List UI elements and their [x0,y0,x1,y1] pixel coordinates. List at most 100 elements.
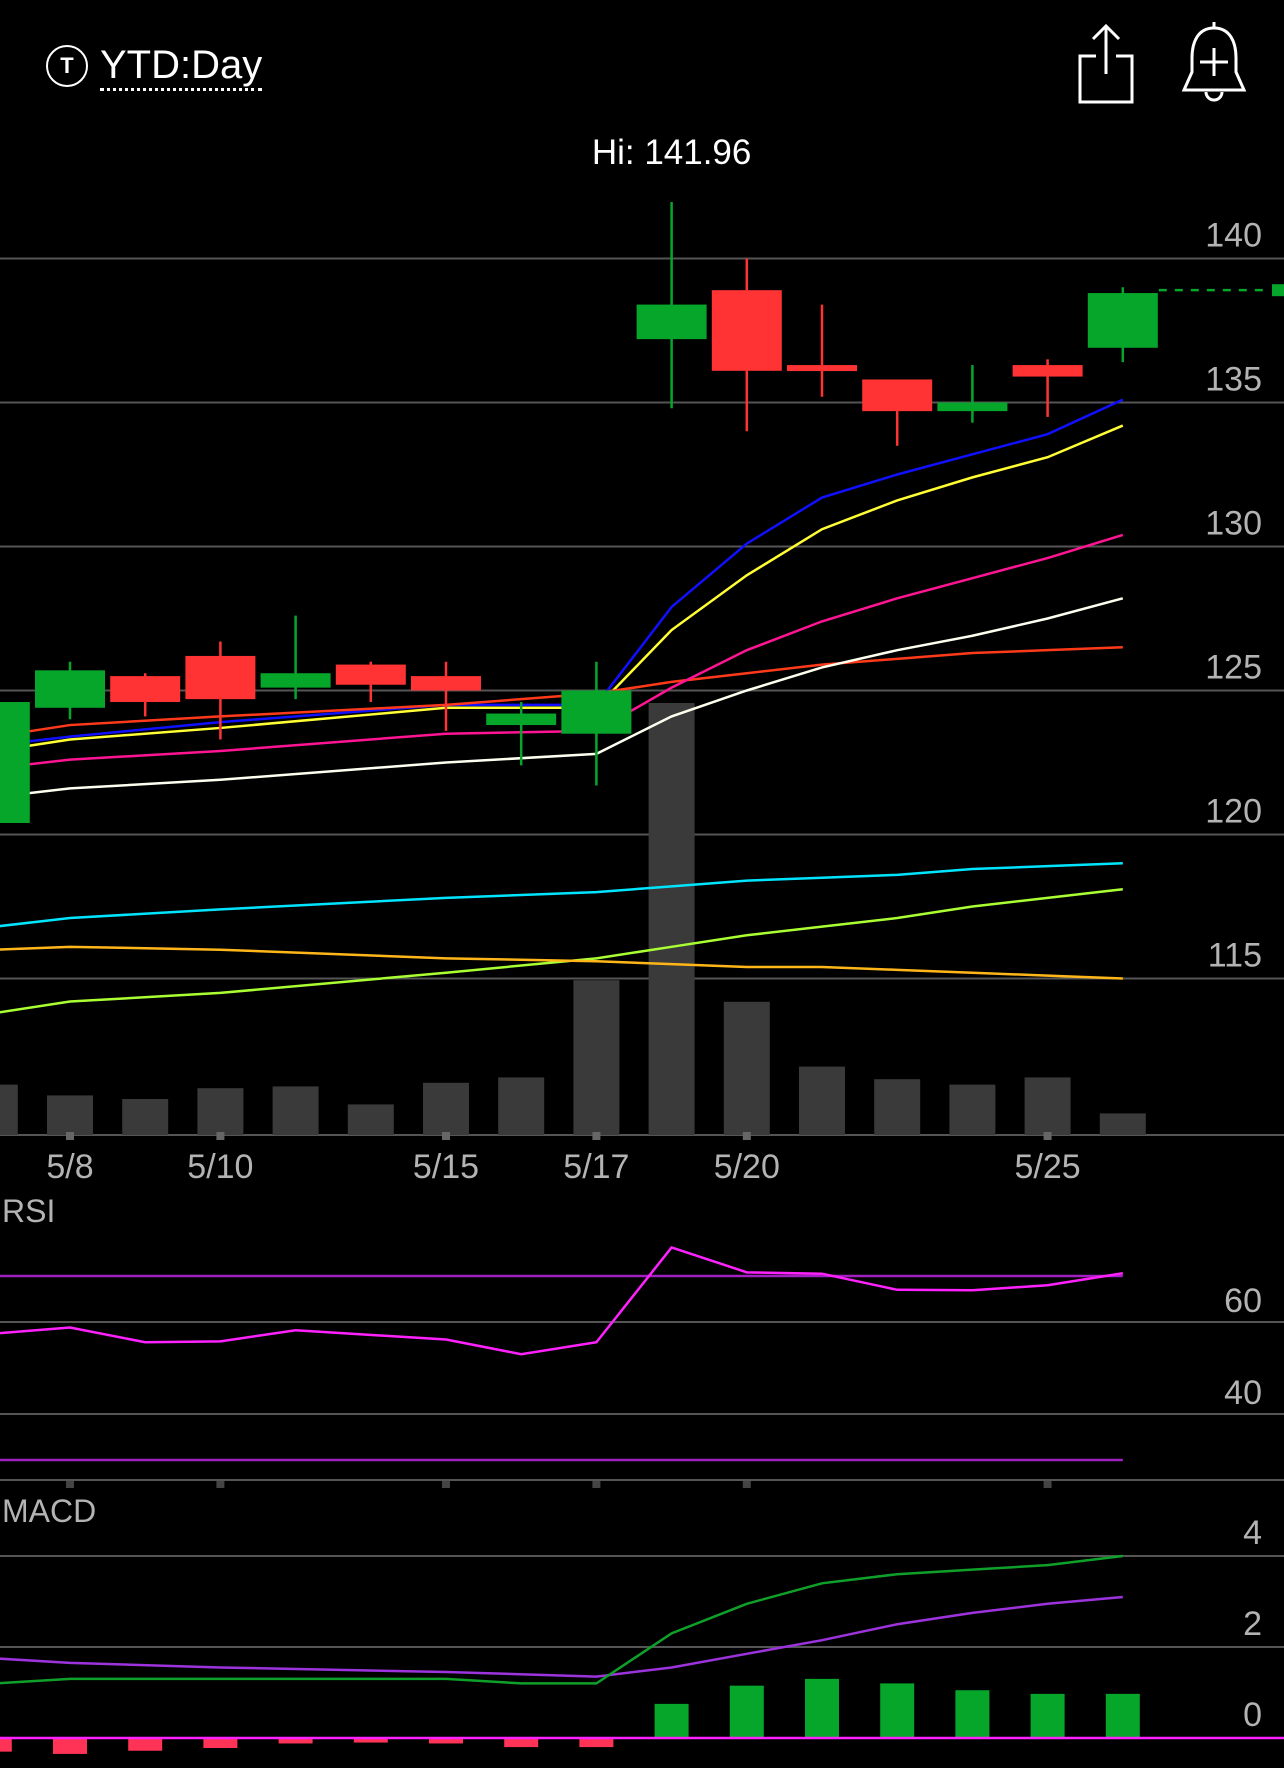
price-tick-label: 130 [1205,505,1262,543]
candle-body [110,676,181,703]
candle-body [185,655,256,700]
volume-bar [949,1084,996,1135]
date-label: 5/15 [413,1148,479,1186]
candle-body [335,664,406,685]
price-axis: 140 135 130 125 120 115 [1205,217,1262,975]
macd-histogram-bar [203,1738,238,1749]
date-tick [1043,1132,1052,1140]
rsi-date-tick [66,1480,74,1488]
volume-bar [122,1099,169,1135]
rsi-tick-label: 60 [1224,1282,1262,1320]
macd-histogram-bar [1030,1693,1065,1738]
volume-bar [1099,1113,1146,1135]
macd-histogram-bar [504,1738,539,1748]
rsi-line [0,1246,1123,1356]
candlesticks[interactable] [0,202,1158,823]
date-label: 5/8 [46,1148,93,1186]
volume-bar [573,980,620,1135]
date-label: 5/17 [563,1148,629,1186]
date-tick [66,1132,74,1140]
candle-body [787,365,857,372]
rsi-date-tick [216,1480,225,1488]
rsi-title: RSI [2,1193,55,1229]
candle-body [711,290,782,371]
candle-body [0,702,30,823]
macd-histogram-bar [429,1738,463,1744]
chart-header: T YTD:Day [0,0,1284,120]
moving-average-lines [0,398,1124,1014]
macd-histogram-bar [955,1690,990,1738]
bell-plus-icon[interactable] [1180,20,1248,106]
price-tick-label: 135 [1205,361,1262,399]
moving-average-line [0,424,1124,752]
date-label: 5/25 [1015,1148,1081,1186]
volume-bar [799,1066,845,1135]
date-tick [592,1132,601,1140]
volume-bar [347,1104,394,1135]
period-label[interactable]: YTD:Day [100,42,263,91]
candle-body [636,304,707,340]
last-price-marker [1272,284,1284,297]
moving-average-line [0,398,1124,746]
macd-histogram-bar [729,1685,764,1738]
macd-histogram-bar [579,1738,614,1748]
candle-body [561,690,632,734]
date-tick [442,1132,450,1140]
volume-bar [47,1095,93,1135]
moving-average-line [0,533,1124,769]
macd-histogram-bar [53,1738,87,1754]
date-label: 5/10 [187,1148,253,1186]
moving-average-line [0,862,1123,928]
volume-bar [1024,1077,1071,1135]
volume-bar [197,1088,244,1135]
candle-body [486,713,557,726]
macd-signal-line [0,1595,1123,1678]
macd-title: MACD [2,1493,96,1529]
date-tick [216,1132,225,1140]
volume-bar [648,703,695,1135]
candle-body [35,670,105,708]
volume-bar [0,1084,18,1135]
candle-body [1087,293,1158,348]
date-label: 5/20 [714,1148,780,1186]
rsi-panel[interactable]: RSI 60 40 [0,1193,1284,1481]
volume-bars [0,703,1146,1135]
candle-body [937,402,1008,412]
volume-bar [272,1086,319,1135]
macd-tick-label: 2 [1243,1605,1262,1643]
candle-body [1012,365,1083,377]
candle-body [260,673,331,688]
moving-average-line [0,945,1123,980]
rsi-date-tick [592,1480,601,1488]
volume-bar [423,1082,469,1135]
candle-body [411,676,481,691]
volume-bar [723,1001,770,1135]
volume-bar [874,1079,921,1135]
high-price-label: Hi: 141.96 [592,133,752,172]
price-tick-label: 140 [1205,217,1262,255]
date-tick [742,1132,751,1140]
price-tick-label: 125 [1205,649,1262,687]
macd-histogram-bar [654,1703,689,1738]
rsi-date-tick [1043,1480,1052,1488]
last-price-line [1158,284,1284,297]
period-selector[interactable]: T YTD:Day [46,38,263,94]
date-axis: 5/8 5/10 5/15 5/17 5/20 5/25 [46,1132,1081,1488]
price-tick-label: 115 [1208,937,1262,975]
macd-histogram-bar [0,1738,12,1752]
share-icon[interactable] [1076,22,1136,106]
rsi-date-tick [742,1480,751,1488]
macd-line [0,1554,1123,1685]
macd-histogram-bar [353,1738,388,1743]
macd-panel[interactable]: MACD 4 2 0 [0,1493,1284,1754]
macd-tick-label: 0 [1243,1696,1262,1734]
rsi-date-tick [442,1480,450,1488]
macd-histogram-bar [1105,1693,1140,1738]
moving-average-line [0,597,1124,798]
macd-histogram-bar [880,1683,915,1738]
moving-average-line [0,646,1123,738]
moving-average-line [0,887,1123,1014]
macd-tick-label: 4 [1243,1514,1262,1552]
price-tick-label: 120 [1205,793,1262,831]
